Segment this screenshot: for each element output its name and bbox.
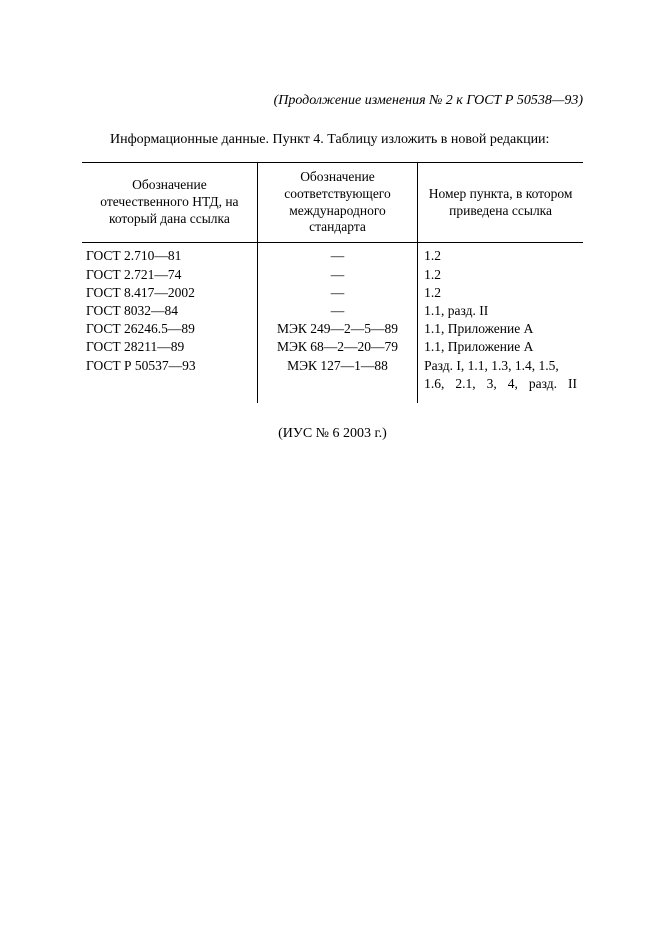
cell-ref: 1.1, Приложение А	[418, 320, 583, 338]
table-row: ГОСТ 8.417—2002 — 1.2	[82, 284, 583, 302]
table-row: ГОСТ 8032—84 — 1.1, разд. II	[82, 302, 583, 320]
column-header-ntd: Обозначение отечественного НТД, на котор…	[82, 162, 257, 243]
cell-intl: —	[257, 284, 417, 302]
cell-ref: 1.2	[418, 284, 583, 302]
ius-footer: (ИУС № 6 2003 г.)	[82, 425, 583, 444]
table-header-row: Обозначение отечественного НТД, на котор…	[82, 162, 583, 243]
column-header-intl: Обозначение соответствующего международн…	[257, 162, 417, 243]
cell-ntd: ГОСТ 8.417—2002	[82, 284, 257, 302]
table-row: ГОСТ 26246.5—89 МЭК 249—2—5—89 1.1, Прил…	[82, 320, 583, 338]
cell-ref: 1.1, разд. II	[418, 302, 583, 320]
cell-ref: 1.2	[418, 266, 583, 284]
cell-intl: МЭК 249—2—5—89	[257, 320, 417, 338]
cell-ntd: ГОСТ Р 50537—93	[82, 357, 257, 403]
cell-intl: —	[257, 266, 417, 284]
column-header-ref: Номер пункта, в котором приведена ссылка	[418, 162, 583, 243]
cell-ntd: ГОСТ 26246.5—89	[82, 320, 257, 338]
continuation-note: (Продолжение изменения № 2 к ГОСТ Р 5053…	[82, 92, 583, 111]
table-row: ГОСТ 2.710—81 — 1.2	[82, 243, 583, 266]
cell-ntd: ГОСТ 2.710—81	[82, 243, 257, 266]
table-row: ГОСТ 28211—89 МЭК 68—2—20—79 1.1, Прилож…	[82, 338, 583, 356]
cell-ntd: ГОСТ 28211—89	[82, 338, 257, 356]
table-row: ГОСТ Р 50537—93 МЭК 127—1—88 Разд. I, 1.…	[82, 357, 583, 403]
reference-table: Обозначение отечественного НТД, на котор…	[82, 162, 583, 403]
cell-intl: МЭК 68—2—20—79	[257, 338, 417, 356]
intro-paragraph: Информационные данные. Пункт 4. Таблицу …	[82, 131, 583, 150]
cell-intl: —	[257, 302, 417, 320]
cell-intl: МЭК 127—1—88	[257, 357, 417, 403]
cell-ref: 1.2	[418, 243, 583, 266]
cell-ref: Разд. I, 1.1, 1.3, 1.4, 1.5, 1.6, 2.1, 3…	[418, 357, 583, 403]
table-row: ГОСТ 2.721—74 — 1.2	[82, 266, 583, 284]
cell-intl: —	[257, 243, 417, 266]
cell-ntd: ГОСТ 8032—84	[82, 302, 257, 320]
cell-ref: 1.1, Приложение А	[418, 338, 583, 356]
cell-ntd: ГОСТ 2.721—74	[82, 266, 257, 284]
